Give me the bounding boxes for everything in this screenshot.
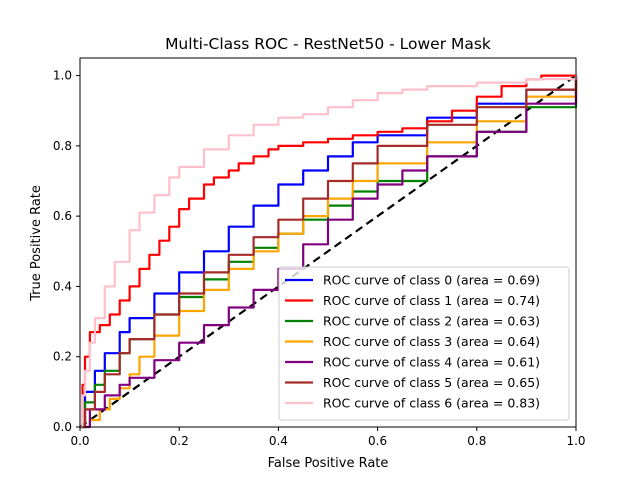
ticks-layer: 0.0 0.2 0.4 0.6 0.8 1.0 0.0 0.2 0.4 0.6 0.8 1.0 (53, 69, 586, 448)
y-axis-label: True Positive Rate (29, 185, 44, 302)
x-tick-label: 0.6 (368, 434, 387, 448)
roc-curve-class-1 (78, 74, 578, 429)
diagonal-reference-line (79, 74, 577, 428)
x-tick-label: 0.2 (170, 434, 189, 448)
y-tick-label: 0.0 (53, 420, 72, 434)
y-tick-label: 0.8 (53, 139, 72, 153)
legend-label-class-5: ROC curve of class 5 (area = 0.65) (323, 375, 540, 390)
x-tick-label: 0.0 (70, 434, 89, 448)
legend-label-class-6: ROC curve of class 6 (area = 0.83) (323, 396, 540, 411)
legend-label-class-1: ROC curve of class 1 (area = 0.74) (323, 293, 540, 308)
x-axis-label: False Positive Rate (268, 456, 389, 471)
x-tick-label: 0.8 (467, 434, 486, 448)
y-tick-label: 0.4 (53, 279, 72, 293)
roc-curve-class-5 (78, 74, 578, 429)
legend-label-class-0: ROC curve of class 0 (area = 0.69) (323, 273, 540, 288)
legend-box (278, 266, 570, 421)
y-tick-label: 0.2 (53, 350, 72, 364)
legend-label-class-3: ROC curve of class 3 (area = 0.64) (323, 334, 540, 349)
y-tick-label: 0.6 (53, 209, 72, 223)
curves-layer (78, 74, 578, 429)
chart-title: Multi-Class ROC - RestNet50 - Lower Mask (165, 35, 491, 53)
legend-label-class-2: ROC curve of class 2 (area = 0.63) (323, 314, 540, 329)
roc-curve-class-4 (78, 74, 578, 429)
roc-curve-class-6 (78, 74, 578, 429)
legend: ROC curve of class 0 (area = 0.69) ROC cu… (278, 266, 570, 421)
x-tick-label: 0.4 (269, 434, 288, 448)
legend-label-class-4: ROC curve of class 4 (area = 0.61) (323, 355, 540, 370)
x-tick-label: 1.0 (566, 434, 585, 448)
y-tick-label: 1.0 (53, 69, 72, 83)
plot-frame (79, 57, 577, 428)
